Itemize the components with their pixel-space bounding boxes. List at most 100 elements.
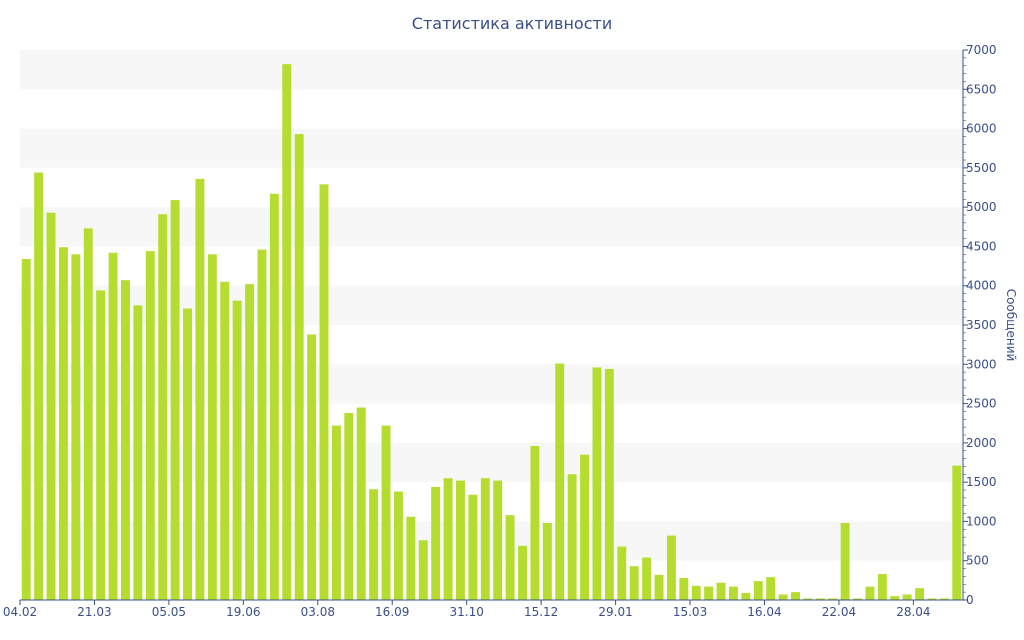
bar: [642, 557, 652, 600]
y-tick-label: 0: [966, 593, 974, 607]
bar: [183, 308, 192, 600]
bar: [369, 489, 379, 600]
bar: [108, 252, 118, 600]
bar: [505, 515, 515, 600]
bar: [592, 367, 602, 600]
x-tick-label: 22.04: [822, 605, 856, 619]
bar: [815, 598, 825, 600]
y-tick-label: 5500: [966, 161, 997, 175]
bar: [269, 193, 279, 601]
bar: [381, 425, 391, 600]
x-tick-label: 21.03: [77, 605, 111, 619]
bar: [456, 480, 465, 600]
bar: [840, 523, 850, 600]
bar: [654, 574, 664, 600]
bar: [518, 545, 527, 600]
bar: [220, 281, 230, 600]
bar: [865, 586, 875, 600]
bar: [704, 586, 714, 600]
x-tick-label: 29.01: [598, 605, 632, 619]
bar: [331, 425, 341, 600]
bar: [580, 454, 590, 600]
bar: [71, 254, 81, 601]
bar: [58, 247, 68, 600]
bar: [728, 586, 738, 600]
bar: [791, 592, 800, 600]
bar: [158, 214, 168, 600]
bar: [691, 585, 701, 600]
bar: [828, 598, 838, 600]
bar: [493, 480, 503, 600]
y-tick-label: 5000: [966, 200, 997, 214]
bar: [679, 578, 689, 600]
bar: [877, 574, 887, 600]
bar: [170, 200, 180, 600]
bar: [232, 300, 242, 600]
bar: [46, 212, 56, 600]
bar: [629, 566, 639, 600]
bar: [418, 540, 428, 600]
bar: [307, 334, 317, 600]
grid-band: [20, 128, 963, 168]
y-tick-label: 2500: [966, 397, 997, 411]
x-tick-label: 28.04: [896, 605, 930, 619]
bar: [604, 369, 614, 600]
bar: [617, 546, 627, 600]
bar: [145, 251, 155, 600]
bar: [207, 254, 217, 601]
bar: [133, 305, 143, 600]
bar: [778, 594, 788, 600]
bar: [542, 523, 552, 600]
bar: [257, 249, 267, 600]
bar: [344, 413, 354, 600]
y-tick-label: 7000: [966, 43, 997, 57]
grid-band: [20, 50, 963, 90]
bar: [952, 465, 962, 600]
bar: [803, 598, 813, 600]
bar: [927, 598, 937, 600]
bar: [294, 134, 304, 600]
chart-title: Статистика активности: [411, 14, 613, 33]
y-tick-label: 3500: [966, 318, 997, 332]
y-tick-label: 500: [966, 554, 989, 568]
bar: [393, 491, 403, 600]
axes: 0 500 1000 1500 2000 2500 3000 3500 4000 4500 5000…: [3, 43, 997, 619]
y-tick-label: 6000: [966, 122, 997, 136]
bar: [753, 581, 763, 600]
bar: [443, 478, 453, 600]
bar: [939, 598, 949, 600]
bar: [406, 516, 416, 600]
bar: [21, 259, 31, 600]
x-tick-label: 05.05: [152, 605, 186, 619]
bar: [195, 178, 205, 601]
bar: [741, 592, 751, 600]
bar: [902, 594, 912, 600]
bar: [468, 494, 478, 600]
y-axis-label: Сообщений: [1004, 289, 1018, 362]
x-tick-label: 15.12: [524, 605, 558, 619]
bar: [34, 172, 44, 600]
x-tick-label: 04.02: [3, 605, 37, 619]
bar: [96, 290, 106, 600]
bar: [890, 596, 900, 600]
bar: [530, 446, 540, 600]
y-tick-label: 1000: [966, 514, 997, 528]
bar: [282, 64, 292, 600]
y-tick-label: 3000: [966, 357, 997, 371]
bars: [21, 64, 962, 601]
bar: [555, 363, 565, 600]
bar: [319, 184, 329, 601]
y-tick-label: 4500: [966, 239, 997, 253]
bar: [766, 577, 776, 600]
bar: [853, 598, 862, 600]
bar: [915, 588, 925, 600]
y-tick-label: 1500: [966, 475, 997, 489]
x-tick-label: 16.09: [375, 605, 409, 619]
bar: [356, 407, 366, 600]
bar: [567, 474, 577, 600]
y-tick-label: 4000: [966, 279, 997, 293]
bar: [716, 582, 726, 600]
y-tick-label: 6500: [966, 82, 997, 96]
